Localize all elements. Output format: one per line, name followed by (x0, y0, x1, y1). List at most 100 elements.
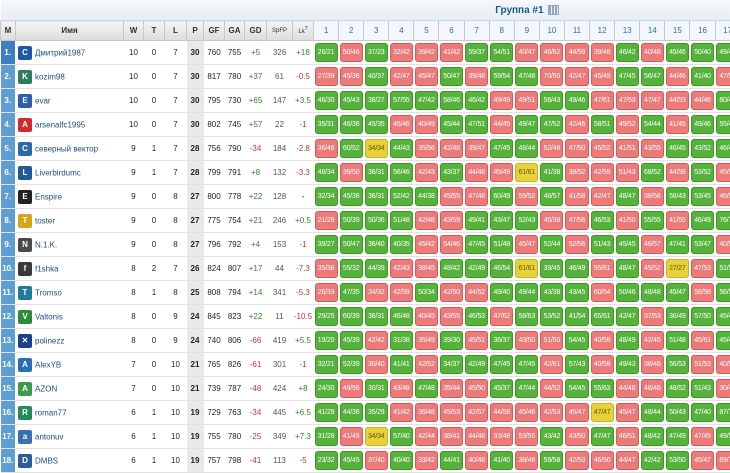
result-cell[interactable]: 42/43 (389, 257, 414, 281)
match-result[interactable]: 44/45 (490, 115, 513, 134)
result-cell[interactable]: 33/42 (414, 449, 439, 473)
match-result[interactable]: 44/52 (465, 283, 488, 302)
match-result[interactable]: 47/48 (415, 379, 438, 398)
result-cell[interactable]: 41/40 (489, 449, 514, 473)
col-header-goals-for[interactable]: GF (204, 21, 225, 41)
result-cell[interactable]: 48/49 (615, 329, 640, 353)
match-result[interactable]: 56/46 (390, 163, 413, 182)
match-result[interactable]: 38/27 (365, 91, 388, 110)
match-result[interactable]: 47/45 (515, 355, 538, 374)
match-result[interactable]: 40/48 (641, 43, 664, 62)
result-cell[interactable]: 42/48 (414, 209, 439, 233)
match-result[interactable]: 43/52 (691, 139, 714, 158)
team-name-link[interactable]: DMBS (35, 456, 58, 465)
match-result[interactable]: 45/55 (440, 187, 463, 206)
match-result[interactable]: 41/45 (666, 115, 689, 134)
match-result[interactable]: 52/42 (390, 187, 413, 206)
result-cell[interactable]: 59/52 (514, 185, 539, 209)
result-cell[interactable]: 47/45 (464, 233, 489, 257)
result-cell[interactable]: 48/47 (615, 185, 640, 209)
result-cell[interactable]: 45/42 (414, 233, 439, 257)
result-cell[interactable]: 29/25 (314, 305, 339, 329)
result-cell[interactable]: 40/40 (389, 449, 414, 473)
match-result[interactable]: 57/40 (390, 427, 413, 446)
match-result[interactable]: 49/52 (616, 115, 639, 134)
result-cell[interactable]: 42/49 (464, 353, 489, 377)
match-result[interactable]: 30/45 (716, 379, 730, 398)
match-result[interactable]: 45/47 (515, 235, 538, 254)
match-result[interactable]: 42/48 (440, 139, 463, 158)
match-result[interactable]: 36/48 (415, 403, 438, 422)
result-cell[interactable]: 35/56 (414, 137, 439, 161)
result-cell[interactable]: 70/50 (539, 65, 564, 89)
match-result[interactable]: 47/45 (616, 67, 639, 86)
match-result[interactable]: 48/34 (315, 163, 338, 182)
result-cell[interactable]: 40/37 (364, 65, 389, 89)
match-result[interactable]: 47/44 (515, 379, 538, 398)
team-name-link[interactable]: kozim98 (35, 72, 65, 81)
result-cell[interactable]: 47/45 (514, 353, 539, 377)
match-result[interactable]: 44/58 (666, 163, 689, 182)
match-result[interactable]: 50/46 (340, 43, 363, 62)
result-cell[interactable]: 39/42 (414, 41, 439, 65)
match-result[interactable]: 46/45 (666, 139, 689, 158)
match-result[interactable]: 50/43 (666, 403, 689, 422)
match-result[interactable]: 45/36 (340, 67, 363, 86)
match-result[interactable]: 27/39 (315, 67, 338, 86)
result-cell[interactable]: 21/29 (314, 209, 339, 233)
match-result[interactable]: 60/49 (490, 187, 513, 206)
result-cell[interactable]: 45/52 (640, 257, 665, 281)
result-cell[interactable]: 44/43 (389, 137, 414, 161)
match-result[interactable]: 41/42 (440, 43, 463, 62)
match-result[interactable]: 44/48 (465, 163, 488, 182)
match-result[interactable]: 42/45 (641, 331, 664, 350)
col-header-goal-diff[interactable]: GD (245, 21, 267, 41)
match-result[interactable]: 42/53 (540, 403, 563, 422)
match-result[interactable]: 50/47 (440, 67, 463, 86)
result-cell[interactable]: 46/53 (590, 209, 615, 233)
result-cell[interactable]: 50/47 (339, 233, 364, 257)
result-cell[interactable]: 68/52 (640, 161, 665, 185)
result-cell[interactable]: 46/42 (464, 89, 489, 113)
match-result[interactable]: 42/42 (365, 331, 388, 350)
result-cell[interactable]: 45/55 (715, 161, 730, 185)
result-cell[interactable]: 43/38 (539, 281, 564, 305)
result-cell[interactable]: 52/48 (539, 137, 564, 161)
result-cell[interactable]: 45/35 (364, 113, 389, 137)
match-result[interactable]: 42/47 (565, 67, 588, 86)
match-result[interactable]: 60/39 (340, 307, 363, 326)
match-result[interactable]: 53/50 (666, 451, 689, 470)
result-cell[interactable]: 40/59 (590, 353, 615, 377)
match-result[interactable]: 39/30 (440, 331, 463, 350)
result-cell[interactable]: 23/32 (314, 449, 339, 473)
match-result[interactable]: 47/49 (666, 427, 689, 446)
result-cell[interactable]: 36/40 (364, 233, 389, 257)
team-name-link[interactable]: AZON (35, 384, 57, 393)
match-result[interactable]: 45/52 (641, 259, 664, 278)
col-header-spfp[interactable]: SpFP (267, 21, 293, 41)
match-result[interactable]: 43/37 (440, 163, 463, 182)
match-result[interactable]: 41/42 (390, 403, 413, 422)
result-cell[interactable]: 49/44 (514, 281, 539, 305)
result-cell[interactable]: 42/52 (414, 353, 439, 377)
match-result[interactable]: 41/55 (666, 211, 689, 230)
team-name-link[interactable]: antonuv (35, 432, 63, 441)
match-result[interactable]: 43/38 (540, 283, 563, 302)
match-result[interactable]: 42/48 (415, 211, 438, 230)
match-result[interactable]: 23/32 (315, 451, 338, 470)
result-cell[interactable]: 61/61 (514, 161, 539, 185)
match-result[interactable]: 54/45 (565, 331, 588, 350)
result-cell[interactable]: 42/53 (539, 401, 564, 425)
result-cell[interactable]: 47/44 (514, 377, 539, 401)
result-cell[interactable]: 32/34 (314, 185, 339, 209)
result-cell[interactable]: 39/50 (339, 161, 364, 185)
match-result[interactable]: 48/52 (666, 379, 689, 398)
result-cell[interactable]: 45/52 (590, 137, 615, 161)
result-cell[interactable]: 50/46 (615, 281, 640, 305)
match-result[interactable]: 51/48 (490, 235, 513, 254)
result-cell[interactable]: 45/46 (665, 41, 690, 65)
result-cell[interactable]: 38/27 (364, 89, 389, 113)
